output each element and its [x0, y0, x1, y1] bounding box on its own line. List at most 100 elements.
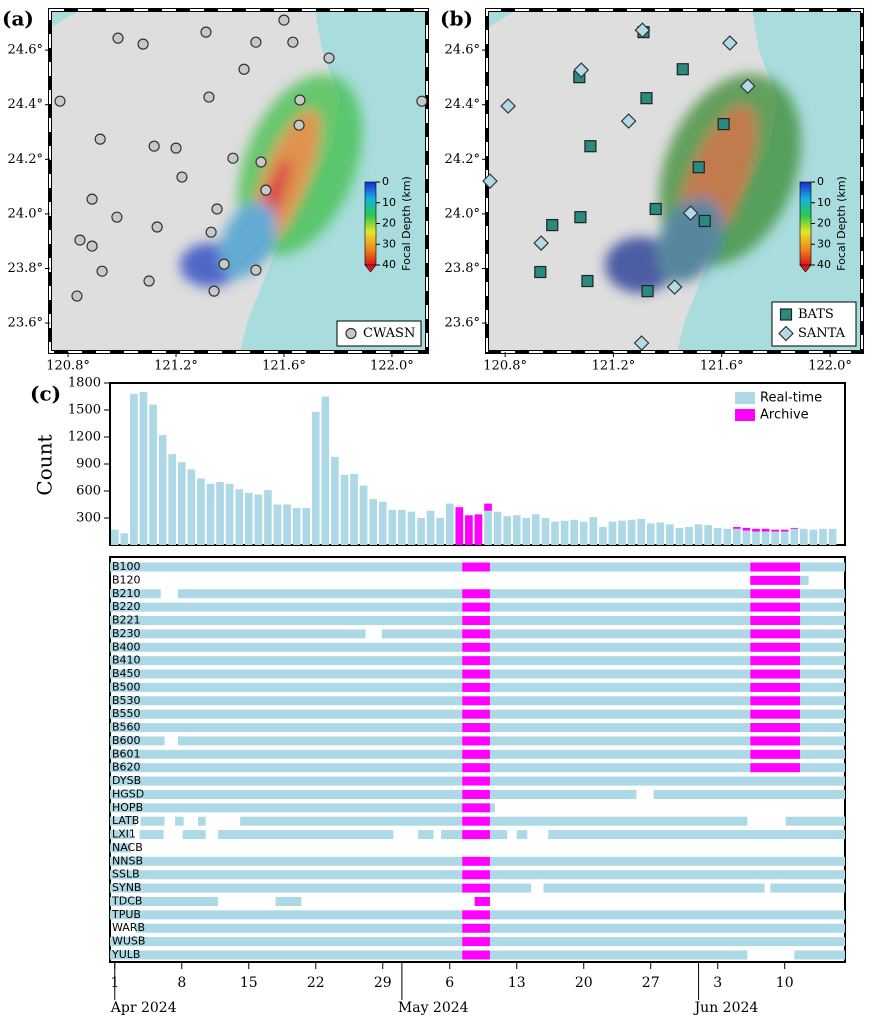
colorbar-title: Focal Depth (km) [835, 176, 848, 271]
realtime-interval [110, 830, 132, 840]
station-label: NACB [112, 841, 143, 854]
y-tick-label: 1500 [68, 403, 101, 418]
station [634, 22, 651, 39]
realtime-interval [275, 896, 302, 906]
bar [752, 528, 760, 532]
y-tick-label: 24.0° [445, 206, 480, 221]
colorbar-arrow [799, 264, 812, 273]
station [205, 226, 217, 238]
archive-interval [750, 642, 801, 652]
bar [158, 435, 167, 545]
station [416, 95, 428, 107]
y-tick-label: 24.2° [445, 152, 480, 167]
realtime-interval [489, 629, 751, 639]
x-tick-label: 22 [307, 975, 325, 991]
realtime-interval [770, 883, 845, 893]
legend-label: CWASN [363, 326, 415, 341]
realtime-interval [110, 776, 463, 786]
station [323, 52, 335, 64]
station [151, 221, 163, 233]
bar [474, 514, 483, 545]
bar [522, 518, 531, 545]
archive-interval [750, 616, 801, 626]
archive-interval [462, 736, 490, 746]
bar [177, 462, 186, 545]
bar [484, 503, 492, 511]
bar [378, 501, 387, 545]
map-frame-pattern [49, 9, 428, 353]
station-label: B230 [112, 627, 141, 640]
station [717, 117, 730, 131]
y-tick-label: 300 [76, 511, 101, 526]
bar [302, 508, 311, 545]
realtime-interval [489, 656, 751, 666]
station-label: TPUB [111, 908, 141, 921]
realtime-interval [489, 682, 751, 692]
bar [264, 490, 272, 545]
archive-interval [750, 709, 801, 719]
bar [761, 531, 770, 545]
realtime-interval [489, 642, 751, 652]
station-label: B620 [112, 761, 141, 774]
colorbar-tick-label: 40 [817, 258, 831, 271]
month-label: Jun 2024 [693, 1000, 759, 1016]
realtime-interval [110, 682, 463, 692]
bar [646, 523, 655, 545]
bar [551, 521, 559, 545]
y-tick-label: 24.6° [8, 43, 43, 58]
archive-interval [462, 816, 490, 826]
realtime-interval [800, 656, 845, 666]
realtime-interval [110, 736, 165, 746]
x-tick-label: 122.0° [370, 359, 414, 374]
bar [790, 527, 799, 529]
station [666, 279, 683, 295]
station-label: YULB [111, 948, 140, 961]
bar [694, 524, 703, 545]
station [200, 26, 212, 38]
bar [733, 528, 741, 545]
x-tick-label: 8 [177, 975, 186, 991]
station-label: DYSB [112, 774, 141, 787]
station [633, 335, 650, 351]
bar [206, 483, 215, 545]
panel-label: (b) [440, 7, 473, 31]
station [211, 203, 223, 215]
bar [168, 454, 177, 545]
realtime-interval [800, 629, 845, 639]
bar [532, 514, 540, 545]
station [692, 161, 705, 174]
realtime-interval [110, 602, 463, 612]
colorbar-tick-label: 40 [382, 258, 396, 271]
realtime-interval [489, 803, 495, 813]
station [74, 234, 86, 246]
station [620, 113, 637, 129]
station-label: WUSB [112, 935, 145, 948]
realtime-interval [800, 749, 845, 759]
realtime-interval [489, 696, 751, 706]
x-tick-label: 121.2° [154, 359, 198, 374]
archive-interval [462, 937, 490, 947]
bar [110, 529, 119, 545]
station [739, 78, 756, 95]
station [71, 290, 83, 302]
legend-label: SANTA [798, 326, 846, 341]
colorbar-tick-label: 20 [382, 217, 396, 230]
realtime-interval [489, 816, 748, 826]
realtime-interval [800, 642, 845, 652]
station [676, 63, 689, 76]
bar [618, 520, 626, 545]
realtime-interval [800, 575, 809, 585]
y-tick-label: 23.8° [445, 261, 480, 276]
bar [809, 529, 818, 545]
month-label: May 2024 [398, 1000, 469, 1016]
y-tick-label: 1800 [68, 376, 101, 391]
colorbar-title: Focal Depth (km) [400, 176, 413, 271]
station [534, 265, 547, 279]
bar [369, 499, 378, 545]
archive-interval [750, 602, 801, 612]
realtime-interval [489, 776, 845, 786]
station-label: B210 [112, 587, 141, 600]
x-tick-label: 120.8° [483, 359, 527, 374]
archive-interval [750, 736, 801, 746]
